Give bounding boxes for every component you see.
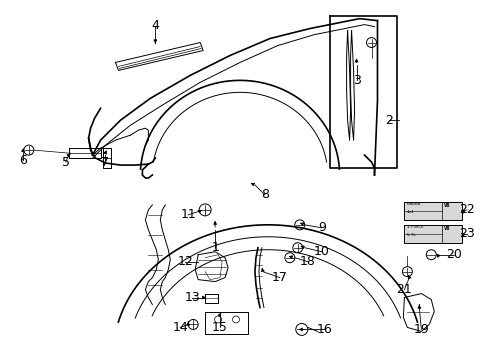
Text: 4x4: 4x4 bbox=[406, 210, 414, 214]
Text: 10: 10 bbox=[314, 245, 330, 258]
Text: 11: 11 bbox=[180, 208, 196, 221]
Text: 9: 9 bbox=[318, 221, 326, 234]
Text: 20: 20 bbox=[446, 248, 462, 261]
Text: 7: 7 bbox=[100, 156, 109, 168]
Text: 23: 23 bbox=[459, 227, 475, 240]
Text: V8: V8 bbox=[444, 203, 451, 208]
Text: 5.7L: 5.7L bbox=[406, 233, 416, 237]
Text: TUNDRA: TUNDRA bbox=[406, 202, 421, 206]
Text: 16: 16 bbox=[317, 323, 333, 336]
Text: 2: 2 bbox=[386, 114, 393, 127]
Text: 13: 13 bbox=[184, 291, 200, 304]
Text: 19: 19 bbox=[414, 323, 429, 336]
Text: 3: 3 bbox=[353, 74, 361, 87]
Text: 8: 8 bbox=[261, 188, 269, 202]
Text: 12: 12 bbox=[177, 255, 193, 268]
Text: 5: 5 bbox=[62, 156, 70, 168]
Text: 14: 14 bbox=[172, 321, 188, 334]
Bar bbox=[404, 202, 462, 220]
Text: V8: V8 bbox=[444, 226, 451, 231]
Bar bbox=[404, 225, 462, 243]
Text: 21: 21 bbox=[396, 283, 412, 296]
Text: 22: 22 bbox=[459, 203, 475, 216]
Text: 6: 6 bbox=[19, 154, 27, 167]
Text: 15: 15 bbox=[212, 321, 228, 334]
Text: i-FORCE: i-FORCE bbox=[406, 225, 424, 229]
Text: 17: 17 bbox=[272, 271, 288, 284]
Text: 4: 4 bbox=[151, 19, 159, 32]
Text: 18: 18 bbox=[300, 255, 316, 268]
Text: 1: 1 bbox=[211, 241, 219, 254]
